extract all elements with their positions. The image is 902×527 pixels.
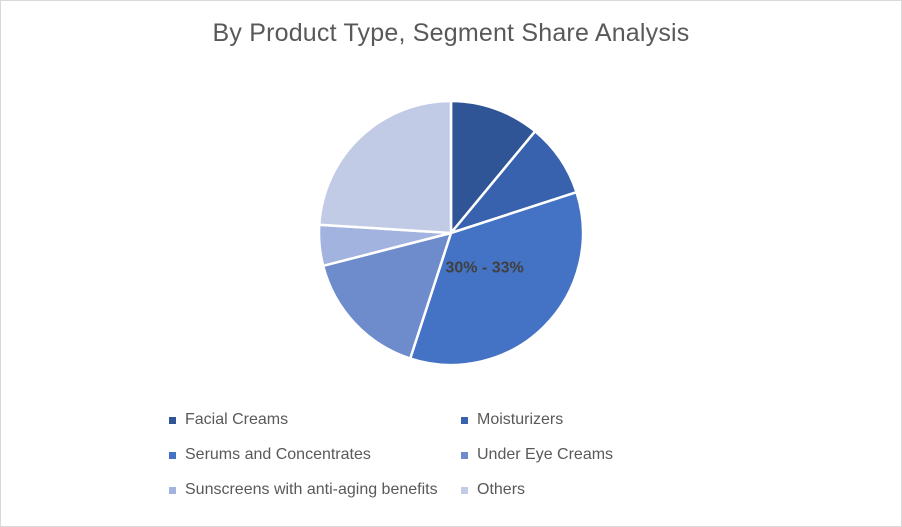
legend-label: Under Eye Creams: [477, 446, 614, 463]
pie-slice-serums-and-concentrates: [408, 190, 585, 367]
legend-label: Facial Creams: [185, 411, 289, 428]
pie-slice-facial-creams: [449, 99, 537, 235]
legend-label: Serums and Concentrates: [185, 446, 371, 463]
legend-label: Sunscreens with anti-aging benefits: [185, 481, 438, 498]
legend-swatch: [169, 486, 176, 494]
pie-slices: [317, 99, 585, 367]
data-label: 30% - 33%: [445, 260, 523, 277]
pie-slice-others: [318, 99, 453, 235]
legend-swatch: [461, 486, 468, 494]
chart-title: By Product Type, Segment Share Analysis: [212, 19, 690, 47]
legend-item-under-eye-creams: Under Eye Creams: [461, 446, 613, 464]
legend-swatch: [169, 451, 176, 459]
pie-slice-under-eye-creams: [321, 231, 453, 360]
legend-swatch: [461, 416, 468, 424]
legend-swatch: [461, 451, 468, 459]
legend-item-serums-and-concentrates: Serums and Concentrates: [169, 446, 371, 464]
legend-swatch: [169, 416, 176, 424]
legend-label: Moisturizers: [477, 411, 564, 428]
legend-item-sunscreens-with-anti-aging-benefits: Sunscreens with anti-aging benefits: [169, 481, 438, 499]
legend-label: Others: [477, 481, 526, 498]
legend-item-moisturizers: Moisturizers: [461, 411, 563, 429]
legend-item-facial-creams: Facial Creams: [169, 411, 288, 429]
legend-item-others: Others: [461, 481, 525, 499]
